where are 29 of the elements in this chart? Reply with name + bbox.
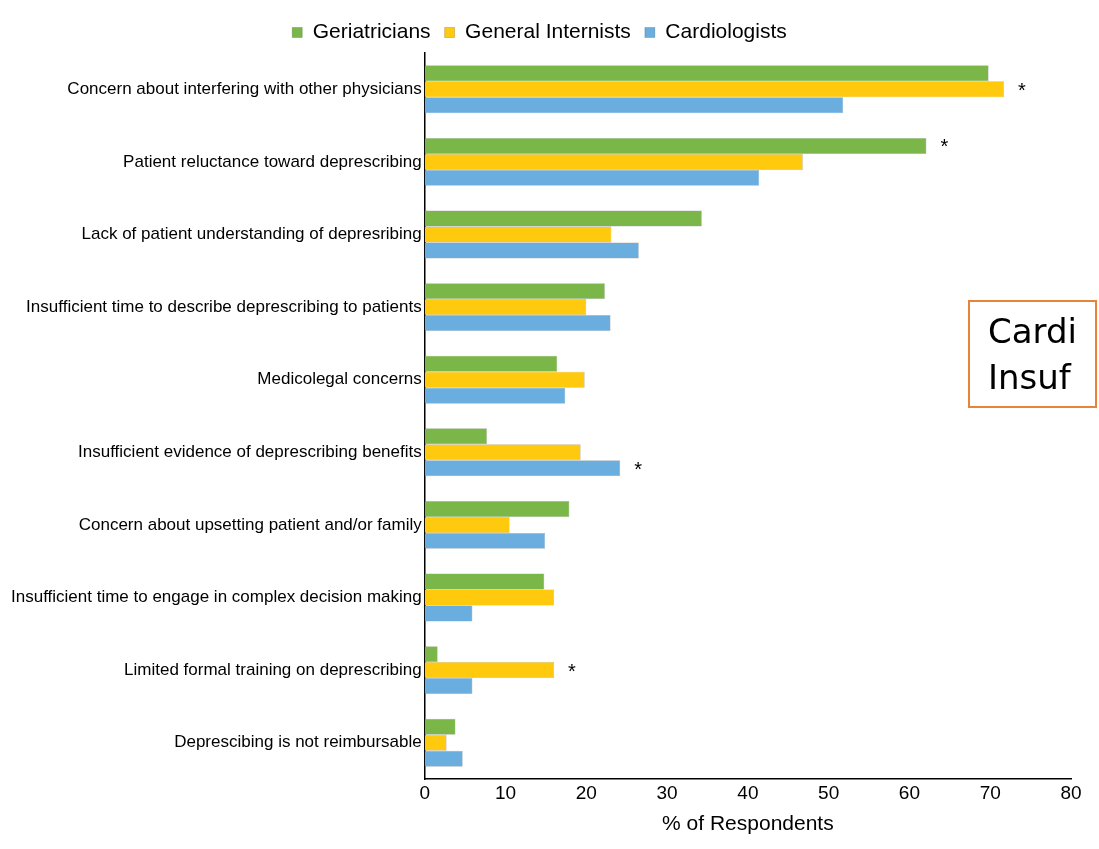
y-tick-label: Concern about interfering with other physicians [67,78,422,98]
x-tick-label: 10 [494,781,517,803]
y-tick-label: Lack of patient understanding of depresribing [81,224,422,244]
x-tick-label: 60 [898,781,921,803]
x-tick-label: 0 [419,781,431,803]
data-label: * [940,135,949,158]
y-tick-label: Insufficient time to engage in complex decision making [11,587,422,607]
data-label: * [568,659,577,682]
y-tick-label: Concern about upsetting patient and/or family [78,514,423,534]
legend-label: Geriatricians [312,19,431,43]
y-tick-label: Insufficient evidence of deprescribing benefits [78,441,422,461]
legend-label: General Internists [465,19,631,43]
x-axis-title: % of Respondents [662,811,834,835]
x-tick-label: 40 [737,781,759,803]
x-tick-label: 50 [818,781,840,803]
x-tick-label: 80 [1060,781,1082,803]
y-tick-label: Insufficient time to describe deprescribing to patients [26,296,422,316]
x-tick-label: 30 [656,781,678,803]
y-tick-label: Limited formal training on deprescribing [124,659,422,679]
y-tick-label: Patient reluctance toward deprescribing [123,151,422,171]
legend-label: Cardiologists [665,19,787,43]
annotation: Cardi [988,310,1077,353]
data-label: * [634,457,643,480]
y-tick-label: Deprescibing is not reimbursable [174,732,422,752]
y-tick-label: Medicolegal concerns [257,369,422,389]
annotation: Insuf [988,356,1073,399]
x-tick-label: 70 [979,781,1001,803]
x-tick-label: 20 [575,781,597,803]
data-label: * [1018,78,1027,101]
